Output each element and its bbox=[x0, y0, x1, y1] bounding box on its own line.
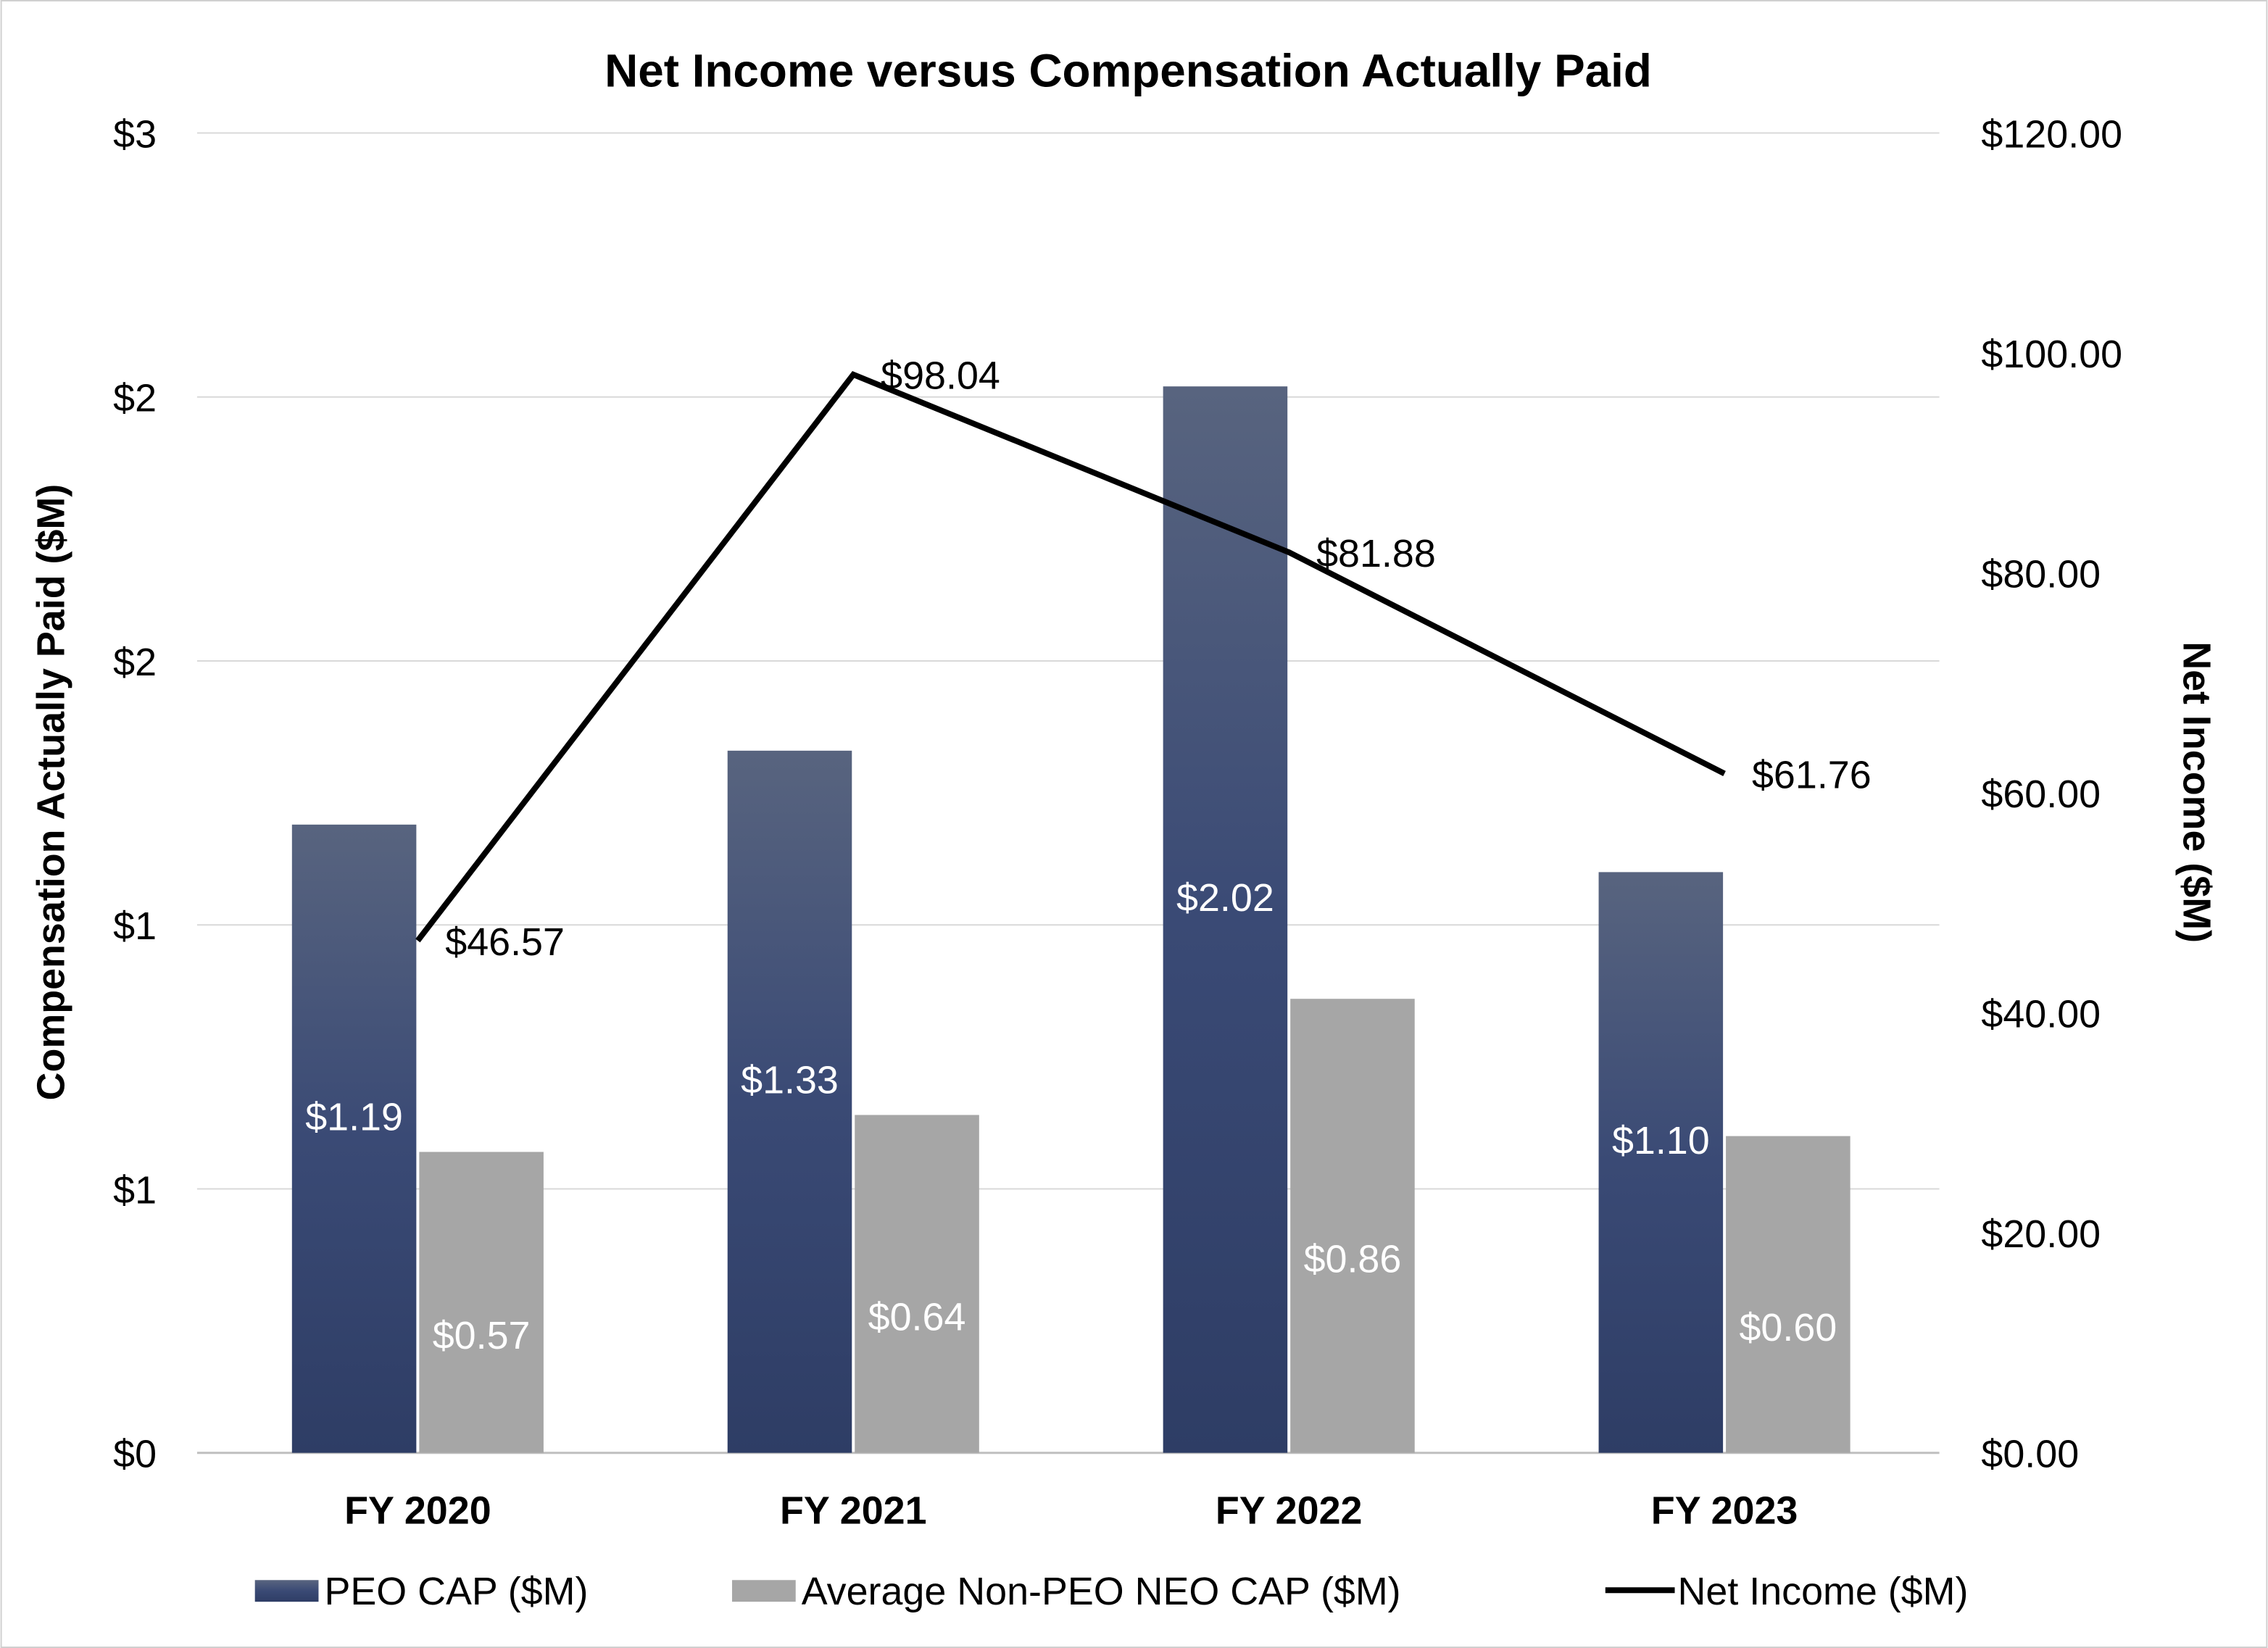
bar-data-label: $2.02 bbox=[1176, 876, 1274, 920]
legend-label: PEO CAP ($M) bbox=[324, 1570, 588, 1613]
neo-cap-bar bbox=[855, 1115, 979, 1453]
line-data-label: $81.88 bbox=[1316, 532, 1436, 575]
line-data-label: $46.57 bbox=[445, 920, 565, 964]
y-axis-label: Compensation Actually Paid ($M) bbox=[29, 484, 72, 1101]
y-tick-label: $1 bbox=[113, 904, 157, 948]
chart-title: Net Income versus Compensation Actually … bbox=[605, 45, 1652, 97]
y-tick-label: $2 bbox=[113, 377, 157, 420]
y2-tick-label: $100.00 bbox=[1981, 333, 2122, 376]
legend-label: Net Income ($M) bbox=[1678, 1570, 1969, 1613]
peo-cap-bar bbox=[1163, 386, 1288, 1453]
bar-data-label: $0.60 bbox=[1739, 1306, 1837, 1349]
x-tick-label: FY 2020 bbox=[344, 1489, 491, 1532]
legend-label: Average Non-PEO NEO CAP ($M) bbox=[802, 1570, 1401, 1613]
peo-cap-bar bbox=[291, 824, 417, 1453]
x-tick-label: FY 2021 bbox=[780, 1489, 927, 1532]
bar-data-label: $0.86 bbox=[1304, 1237, 1402, 1281]
y-tick-label: $1 bbox=[113, 1168, 157, 1212]
line-data-label: $98.04 bbox=[881, 354, 1000, 398]
neo-cap-bar bbox=[1290, 999, 1415, 1453]
y2-tick-label: $120.00 bbox=[1981, 112, 2122, 156]
y2-tick-label: $20.00 bbox=[1981, 1212, 2101, 1256]
net-income-line bbox=[415, 370, 1726, 943]
y2-tick-label: $0.00 bbox=[1981, 1433, 2079, 1476]
y2-tick-label: $40.00 bbox=[1981, 993, 2101, 1036]
y-tick-label: $0 bbox=[113, 1433, 157, 1476]
y-tick-label: $2 bbox=[113, 641, 157, 684]
bar-data-label: $1.33 bbox=[741, 1058, 839, 1102]
neo-cap-bar bbox=[419, 1152, 544, 1453]
neo-cap-bar bbox=[1726, 1136, 1850, 1453]
bar-data-label: $1.10 bbox=[1612, 1119, 1710, 1162]
y-tick-label: $3 bbox=[113, 112, 157, 156]
peo-cap-bar bbox=[727, 750, 852, 1453]
legend-swatch bbox=[731, 1580, 796, 1602]
bar-data-label: $1.19 bbox=[305, 1095, 403, 1139]
bar-data-label: $0.64 bbox=[868, 1295, 966, 1339]
legend-swatch bbox=[254, 1580, 319, 1602]
y2-axis-label: Net Income ($M) bbox=[2175, 641, 2219, 943]
y2-tick-label: $80.00 bbox=[1981, 553, 2101, 596]
peo-cap-bar bbox=[1598, 872, 1724, 1453]
legend: PEO CAP ($M) Average Non-PEO NEO CAP ($M)… bbox=[254, 1570, 1969, 1613]
bar-data-label: $0.57 bbox=[433, 1314, 531, 1357]
y2-tick-label: $60.00 bbox=[1981, 773, 2101, 816]
line-data-label: $61.76 bbox=[1752, 753, 1872, 796]
x-tick-label: FY 2022 bbox=[1216, 1489, 1363, 1532]
x-tick-label: FY 2023 bbox=[1651, 1489, 1798, 1532]
